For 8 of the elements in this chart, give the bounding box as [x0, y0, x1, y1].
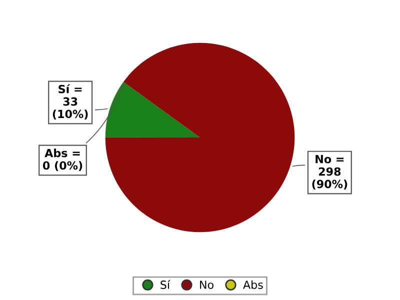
- legend-label: Abs: [243, 280, 263, 289]
- pie-slice: [105, 82, 200, 138]
- data-label: Sí = 33 (10%): [52, 84, 88, 120]
- data-label: No = 298 (90%): [312, 155, 348, 190]
- legend-label: No: [200, 280, 214, 289]
- legend-label: Sí: [160, 280, 170, 289]
- pie-slice: [105, 42, 295, 232]
- text: Abs = 0 (0%): [42, 148, 82, 171]
